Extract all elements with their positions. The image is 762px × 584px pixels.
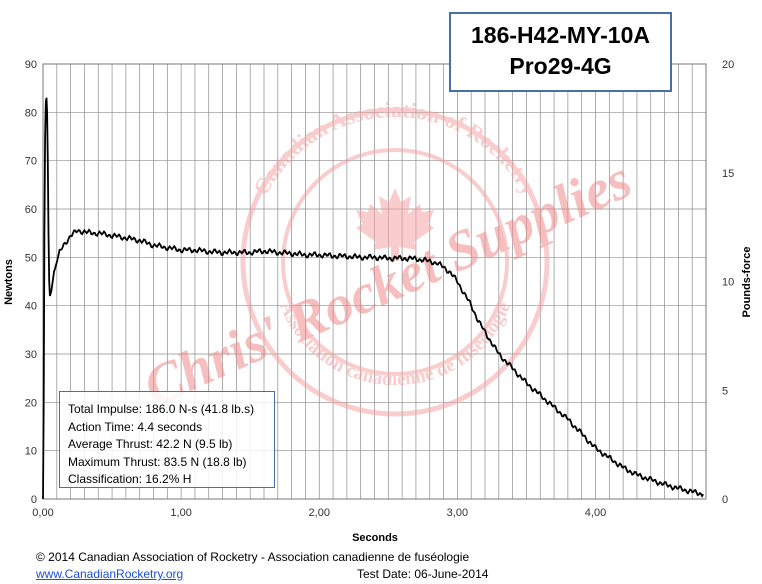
stats-box: Total Impulse: 186.0 N-s (41.8 lb.s) Act… [59,391,275,488]
y2-tick-label: 0 [722,494,728,506]
y-tick-label: 10 [25,446,37,458]
x-tick-label: 1,00 [170,507,191,519]
x-tick-label: 0,00 [32,507,53,519]
x-tick-label: 2,00 [309,507,330,519]
y2-tick-label: 15 [722,168,734,180]
maple-leaf-icon [356,188,434,261]
stat-classification: Classification: 16.2% H [68,472,192,486]
y-tick-label: 40 [25,301,37,313]
y-tick-label: 90 [25,59,37,71]
stat-average-thrust: Average Thrust: 42.2 N (9.5 lb) [68,437,233,451]
test-date: Test Date: 06-June-2014 [357,567,489,581]
stat-action-time: Action Time: 4.4 seconds [68,419,203,434]
copyright-text: © 2014 Canadian Association of Rocketry … [36,550,470,564]
y-tick-label: 80 [25,107,37,119]
website-link[interactable]: www.CanadianRocketry.org [36,567,184,581]
x-tick-label: 4,00 [585,507,606,519]
y-tick-label: 30 [25,349,37,361]
x-axis-title: Seconds [352,532,398,544]
watermark: Canadian Association of Rocketry Associa… [135,97,641,419]
plot-area-border [42,63,707,500]
stat-maximum-thrust: Maximum Thrust: 83.5 N (18.8 lb) [68,454,247,469]
chart-title-box: 186-H42-MY-10A Pro29-4G [449,12,672,92]
x-tick-label: 3,00 [447,507,468,519]
title-line-1: 186-H42-MY-10A [471,22,650,48]
y-tick-label: 60 [25,204,37,216]
seal-inner-ring [281,148,509,376]
y-tick-label: 0 [31,494,37,506]
stat-total-impulse: Total Impulse: 186.0 N-s (41.8 lb.s) [68,402,255,416]
y2-tick-label: 5 [722,385,728,397]
seal-outer-ring [240,107,550,417]
y-tick-label: 50 [25,252,37,264]
title-line-2: Pro29-4G [509,53,612,79]
y-tick-label: 70 [25,156,37,168]
y-tick-label: 20 [25,397,37,409]
thrust-curve [42,97,704,500]
y2-tick-label: 10 [722,277,734,289]
y2-tick-label: 20 [722,59,734,71]
y-axis-title: Newtons [3,259,15,305]
y2-axis-title: Pounds-force [741,247,753,318]
